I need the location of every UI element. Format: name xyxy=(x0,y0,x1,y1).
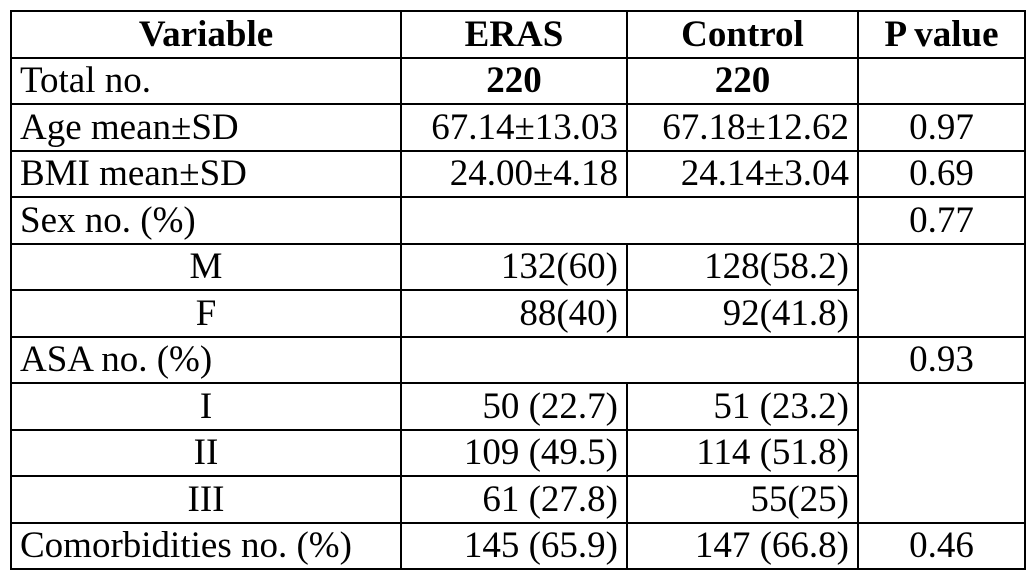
p-value: 0.69 xyxy=(857,149,1026,198)
eras-value: 50 (22.7) xyxy=(400,382,628,431)
table-row: ASA no. (%) 0.93 xyxy=(10,335,1026,384)
p-value: 0.97 xyxy=(857,103,1026,152)
header-eras: ERAS xyxy=(400,10,628,59)
control-value: 51 (23.2) xyxy=(626,382,859,431)
table-row: Sex no. (%) 0.77 xyxy=(10,196,1026,245)
eras-value: 220 xyxy=(400,56,628,105)
p-value xyxy=(857,56,1026,105)
table-row: F 88(40) 92(41.8) xyxy=(10,289,1025,338)
row-label: M xyxy=(10,242,402,291)
row-label: Age mean±SD xyxy=(10,103,402,152)
control-value: 114 (51.8) xyxy=(626,428,859,477)
row-label: Sex no. (%) xyxy=(10,196,402,245)
row-label: Total no. xyxy=(10,56,402,105)
row-label: II xyxy=(10,428,402,477)
empty-cell xyxy=(857,382,1026,524)
eras-value: 145 (65.9) xyxy=(400,521,628,570)
baseline-characteristics-table: Variable ERAS Control P value Total no. … xyxy=(10,10,1026,570)
table-row: Age mean±SD 67.14±13.03 67.18±12.62 0.97 xyxy=(10,103,1026,152)
eras-value: 61 (27.8) xyxy=(400,475,628,524)
control-value: 92(41.8) xyxy=(626,289,859,338)
eras-value: 132(60) xyxy=(400,242,628,291)
empty-cell xyxy=(857,242,1026,338)
header-control: Control xyxy=(626,10,859,59)
header-row: Variable ERAS Control P value xyxy=(10,10,1026,59)
control-value: 67.18±12.62 xyxy=(626,103,859,152)
control-value: 128(58.2) xyxy=(626,242,859,291)
eras-value: 109 (49.5) xyxy=(400,428,628,477)
control-value: 220 xyxy=(626,56,859,105)
control-value: 147 (66.8) xyxy=(626,521,859,570)
row-label: I xyxy=(10,382,402,431)
table-row: I 50 (22.7) 51 (23.2) xyxy=(10,382,1026,524)
control-value: 55(25) xyxy=(626,475,859,524)
row-label: F xyxy=(10,289,402,338)
table-row: Total no. 220 220 xyxy=(10,56,1026,105)
p-value: 0.77 xyxy=(857,196,1026,245)
table-row: Comorbidities no. (%) 145 (65.9) 147 (66… xyxy=(10,521,1026,570)
header-p-value: P value xyxy=(857,10,1026,59)
control-value: 24.14±3.04 xyxy=(626,149,859,198)
p-value: 0.46 xyxy=(857,521,1026,570)
table-row: M 132(60) 128(58.2) xyxy=(10,242,1026,338)
eras-value: 67.14±13.03 xyxy=(400,103,628,152)
p-value: 0.93 xyxy=(857,335,1026,384)
row-label: BMI mean±SD xyxy=(10,149,402,198)
eras-value: 24.00±4.18 xyxy=(400,149,628,198)
table-row: III 61 (27.8) 55(25) xyxy=(10,475,1025,524)
empty-cell xyxy=(400,196,859,245)
table-row: II 109 (49.5) 114 (51.8) xyxy=(10,428,1025,477)
empty-cell xyxy=(400,335,859,384)
row-label: ASA no. (%) xyxy=(10,335,402,384)
row-label: III xyxy=(10,475,402,524)
row-label: Comorbidities no. (%) xyxy=(10,521,402,570)
header-variable: Variable xyxy=(10,10,402,59)
table-row: BMI mean±SD 24.00±4.18 24.14±3.04 0.69 xyxy=(10,149,1026,198)
eras-value: 88(40) xyxy=(400,289,628,338)
